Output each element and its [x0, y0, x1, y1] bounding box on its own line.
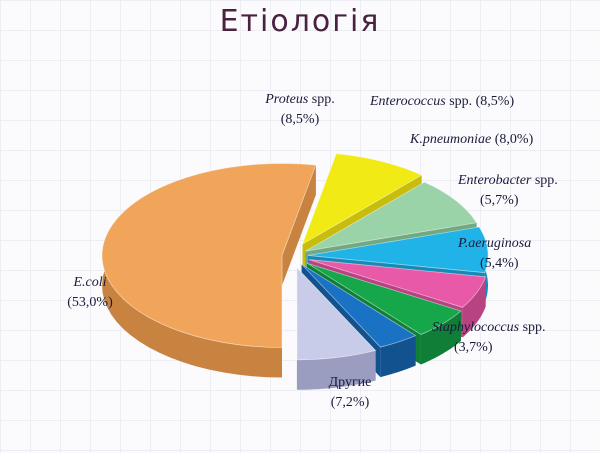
- pie-slice-top: [305, 181, 478, 252]
- slice-label-suffix: spp. (8,5%): [446, 94, 515, 109]
- slice-label-name: Другие: [329, 375, 372, 390]
- slice-label: Staphylococcus spp.: [432, 320, 546, 335]
- pie-slice-top: [301, 264, 417, 348]
- slice-label: P.aeruginosa: [457, 236, 531, 251]
- pie-slice-top: [301, 153, 423, 246]
- slice-label-name: K.pneumoniae: [409, 132, 491, 147]
- pie-slice-side: [296, 350, 376, 390]
- pie-slice-8: [296, 266, 377, 390]
- pie-slice-top: [307, 226, 489, 274]
- slice-label: Другие: [329, 375, 372, 390]
- slice-label: Proteus spp.: [264, 92, 335, 107]
- pie-labels: E.coli (53,0%) Proteus spp. (8,5%) Enterococ…: [67, 92, 558, 410]
- slice-value-label: (5,4%): [480, 256, 519, 271]
- slice-label-name: Proteus: [264, 92, 309, 107]
- pie-slices: [101, 153, 489, 390]
- pie-slice-top: [306, 262, 462, 335]
- pie-slice-top: [308, 259, 487, 308]
- slice-value-label: (3,7%): [454, 340, 493, 355]
- slice-value-label: (53,0%): [67, 295, 113, 310]
- pie-slice-top: [296, 266, 377, 361]
- slice-label-suffix: spp.: [308, 92, 334, 107]
- slice-value-label: (8,5%): [281, 112, 320, 127]
- page-title: Етіологія: [219, 4, 381, 39]
- slice-label-suffix: spp.: [531, 173, 557, 188]
- slice-label-name: Enterococcus: [369, 94, 446, 109]
- slice-label-name: Staphylococcus: [432, 320, 520, 335]
- slice-label: Enterobacter spp.: [457, 173, 558, 188]
- slice-label-name: E.coli: [72, 275, 106, 290]
- slice-label-name: Enterobacter: [457, 173, 532, 188]
- slice-label: K.pneumoniae (8,0%): [409, 132, 534, 147]
- pie-slice-face: [282, 165, 316, 286]
- slice-label-suffix: (8,0%): [491, 132, 533, 147]
- slice-label: Enterococcus spp. (8,5%): [369, 94, 514, 109]
- pie-slice-top: [101, 163, 317, 348]
- pie-slice-1: [101, 163, 317, 378]
- slice-label: E.coli: [72, 275, 106, 290]
- slice-value-label: (5,7%): [480, 193, 519, 208]
- slice-label-suffix: spp.: [519, 320, 545, 335]
- slice-label-name: P.aeruginosa: [457, 236, 531, 251]
- slice-value-label: (7,2%): [331, 395, 370, 410]
